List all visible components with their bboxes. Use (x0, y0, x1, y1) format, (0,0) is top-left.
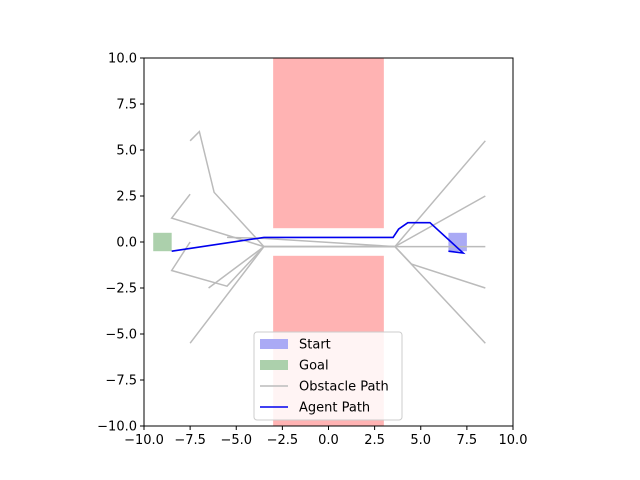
legend-goal-label: Goal (299, 359, 329, 374)
y-tick-label: 5.0 (116, 144, 137, 159)
y-tick-label: −5.0 (105, 328, 137, 343)
x-tick-label: 0.0 (318, 433, 339, 448)
x-tick-label: 2.5 (364, 433, 385, 448)
legend-start-swatch (260, 339, 288, 349)
y-tick-label: 0.0 (116, 236, 137, 251)
y-tick-label: −10.0 (97, 420, 137, 435)
y-axis: −10.0 −7.5 −5.0 −2.5 0.0 2.5 5.0 7.5 10.0 (97, 52, 144, 435)
legend-start-label: Start (299, 338, 331, 353)
y-tick-label: 10.0 (108, 52, 137, 67)
y-tick-label: −2.5 (105, 282, 137, 297)
goal-region (153, 232, 172, 252)
x-axis: −10.0 −7.5 −5.0 −2.5 0.0 2.5 5.0 7.5 10.0 (124, 426, 527, 448)
y-tick-label: −7.5 (105, 374, 137, 389)
x-tick-label: −2.5 (267, 433, 299, 448)
x-tick-label: 5.0 (410, 433, 431, 448)
x-tick-label: 10.0 (499, 433, 528, 448)
obstacle-path-5 (189, 245, 486, 344)
y-tick-label: 7.5 (116, 98, 137, 113)
x-tick-label: 7.5 (457, 433, 478, 448)
obstacle-rect-1 (273, 58, 384, 229)
legend-box (253, 331, 403, 421)
legend-agent-path-label: Agent Path (299, 401, 370, 416)
obstacle-path-1 (189, 130, 486, 248)
legend-obstacle-path-label: Obstacle Path (299, 380, 389, 395)
agent-path (171, 221, 466, 255)
legend: Start Goal Obstacle Path Agent Path (253, 331, 403, 421)
x-tick-label: −7.5 (174, 433, 206, 448)
y-tick-label: 2.5 (116, 190, 137, 205)
legend-goal-swatch (260, 360, 288, 370)
x-tick-label: −10.0 (124, 433, 164, 448)
obstacle-path-6 (227, 236, 395, 248)
x-tick-label: −5.0 (220, 433, 252, 448)
obstacle-path-3 (170, 241, 486, 288)
